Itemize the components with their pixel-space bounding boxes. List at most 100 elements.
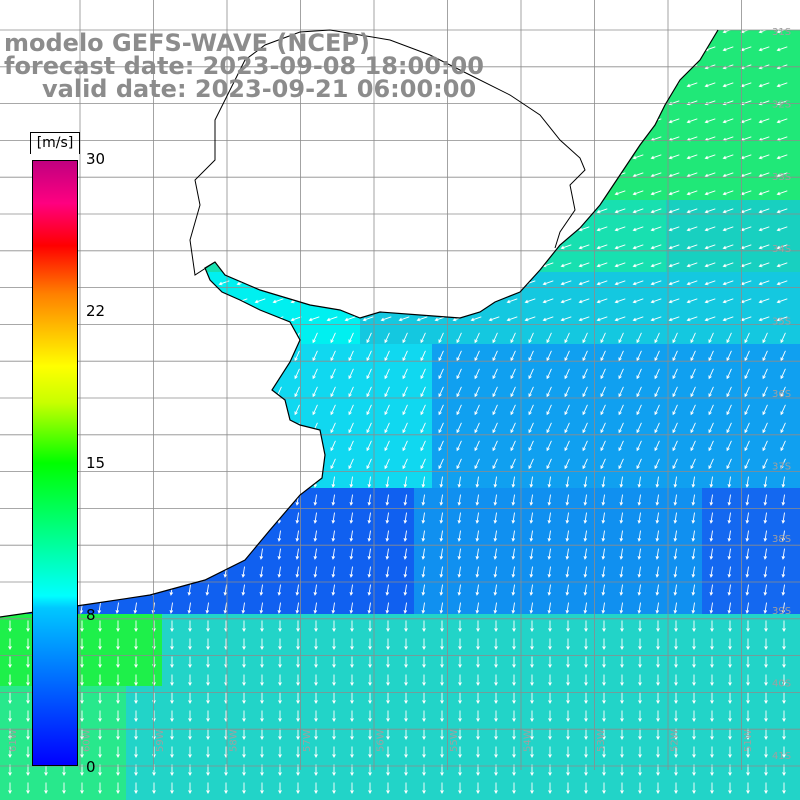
wind-cell <box>666 344 685 363</box>
wind-arrow <box>349 530 354 542</box>
wind-cell <box>378 488 397 507</box>
wind-arrow <box>565 530 570 542</box>
wind-cell <box>630 632 649 651</box>
wind-cell <box>216 758 235 777</box>
latitude-label: 32S <box>772 99 791 110</box>
wind-arrow <box>546 404 552 416</box>
wind-cell <box>234 578 253 597</box>
wind-cell <box>738 326 757 345</box>
wind-arrow <box>402 386 408 398</box>
wind-cell <box>450 650 469 669</box>
wind-arrow <box>474 440 480 452</box>
wind-cell <box>306 668 325 687</box>
wind-cell <box>738 236 757 255</box>
wind-arrow <box>744 422 750 434</box>
wind-cell <box>540 794 559 800</box>
wind-arrow <box>638 656 642 668</box>
wind-cell <box>684 344 703 363</box>
wind-cell <box>414 398 433 417</box>
wind-arrow <box>704 226 716 232</box>
wind-cell <box>144 794 163 800</box>
wind-arrow <box>763 584 768 596</box>
wind-arrow <box>493 548 498 560</box>
wind-arrow <box>542 316 554 322</box>
wind-cell <box>792 308 800 327</box>
wind-cell <box>270 632 289 651</box>
wind-cell <box>432 362 451 381</box>
wind-arrow <box>674 674 678 686</box>
wind-arrow <box>704 244 716 250</box>
wind-arrow <box>528 458 534 470</box>
wind-cell <box>396 668 415 687</box>
wind-arrow <box>578 244 590 250</box>
wind-arrow <box>367 494 372 506</box>
wind-arrow <box>458 656 462 668</box>
wind-arrow <box>439 566 444 578</box>
wind-cell <box>504 488 523 507</box>
wind-cell <box>18 776 37 795</box>
wind-arrow <box>439 512 444 524</box>
wind-arrow <box>636 350 642 362</box>
wind-arrow <box>728 728 732 740</box>
wind-cell <box>576 650 595 669</box>
wind-arrow <box>674 638 678 650</box>
wind-cell <box>648 164 667 183</box>
wind-arrow <box>439 476 444 488</box>
wind-arrow <box>722 316 734 322</box>
wind-arrow <box>295 566 300 578</box>
wind-cell <box>630 506 649 525</box>
wind-cell <box>540 308 559 327</box>
wind-arrow <box>404 674 408 686</box>
wind-arrow <box>709 476 714 488</box>
wind-cell <box>252 758 271 777</box>
wind-arrow <box>745 530 750 542</box>
wind-cell <box>378 722 397 741</box>
wind-cell <box>702 542 721 561</box>
wind-cell <box>288 740 307 759</box>
wind-arrow <box>438 368 444 380</box>
wind-cell <box>738 632 757 651</box>
wind-cell <box>738 416 757 435</box>
wind-cell <box>720 146 739 165</box>
wind-cell <box>738 596 757 615</box>
wind-cell <box>378 326 397 345</box>
wind-arrow <box>758 262 770 268</box>
wind-cell <box>774 92 793 111</box>
wind-cell <box>504 416 523 435</box>
wind-arrow <box>708 404 714 416</box>
wind-arrow <box>475 494 480 506</box>
wind-arrow <box>133 602 138 614</box>
wind-arrow <box>366 350 372 362</box>
wind-arrow <box>744 386 750 398</box>
wind-cell <box>774 182 793 201</box>
wind-cell <box>360 326 379 345</box>
wind-cell <box>306 650 325 669</box>
wind-cell <box>774 596 793 615</box>
wind-cell <box>414 380 433 399</box>
wind-arrow <box>205 584 210 596</box>
wind-cell <box>738 218 757 237</box>
wind-cell <box>558 452 577 471</box>
wind-arrow <box>344 316 356 322</box>
wind-cell <box>738 182 757 201</box>
wind-cell <box>414 524 433 543</box>
wind-arrow <box>710 782 714 794</box>
wind-cell <box>432 524 451 543</box>
wind-arrow <box>584 746 588 758</box>
wind-arrow <box>403 584 408 596</box>
wind-arrow <box>404 710 408 722</box>
wind-cell <box>756 452 775 471</box>
wind-cell <box>666 146 685 165</box>
wind-arrow <box>726 422 732 434</box>
wind-arrow <box>475 566 480 578</box>
wind-cell <box>756 362 775 381</box>
wind-cell <box>756 686 775 705</box>
wind-arrow <box>511 566 516 578</box>
wind-cell <box>522 308 541 327</box>
wind-cell <box>738 164 757 183</box>
wind-cell <box>0 668 19 687</box>
wind-cell <box>648 776 667 795</box>
wind-cell <box>270 668 289 687</box>
wind-arrow <box>654 350 660 362</box>
wind-cell <box>756 146 775 165</box>
